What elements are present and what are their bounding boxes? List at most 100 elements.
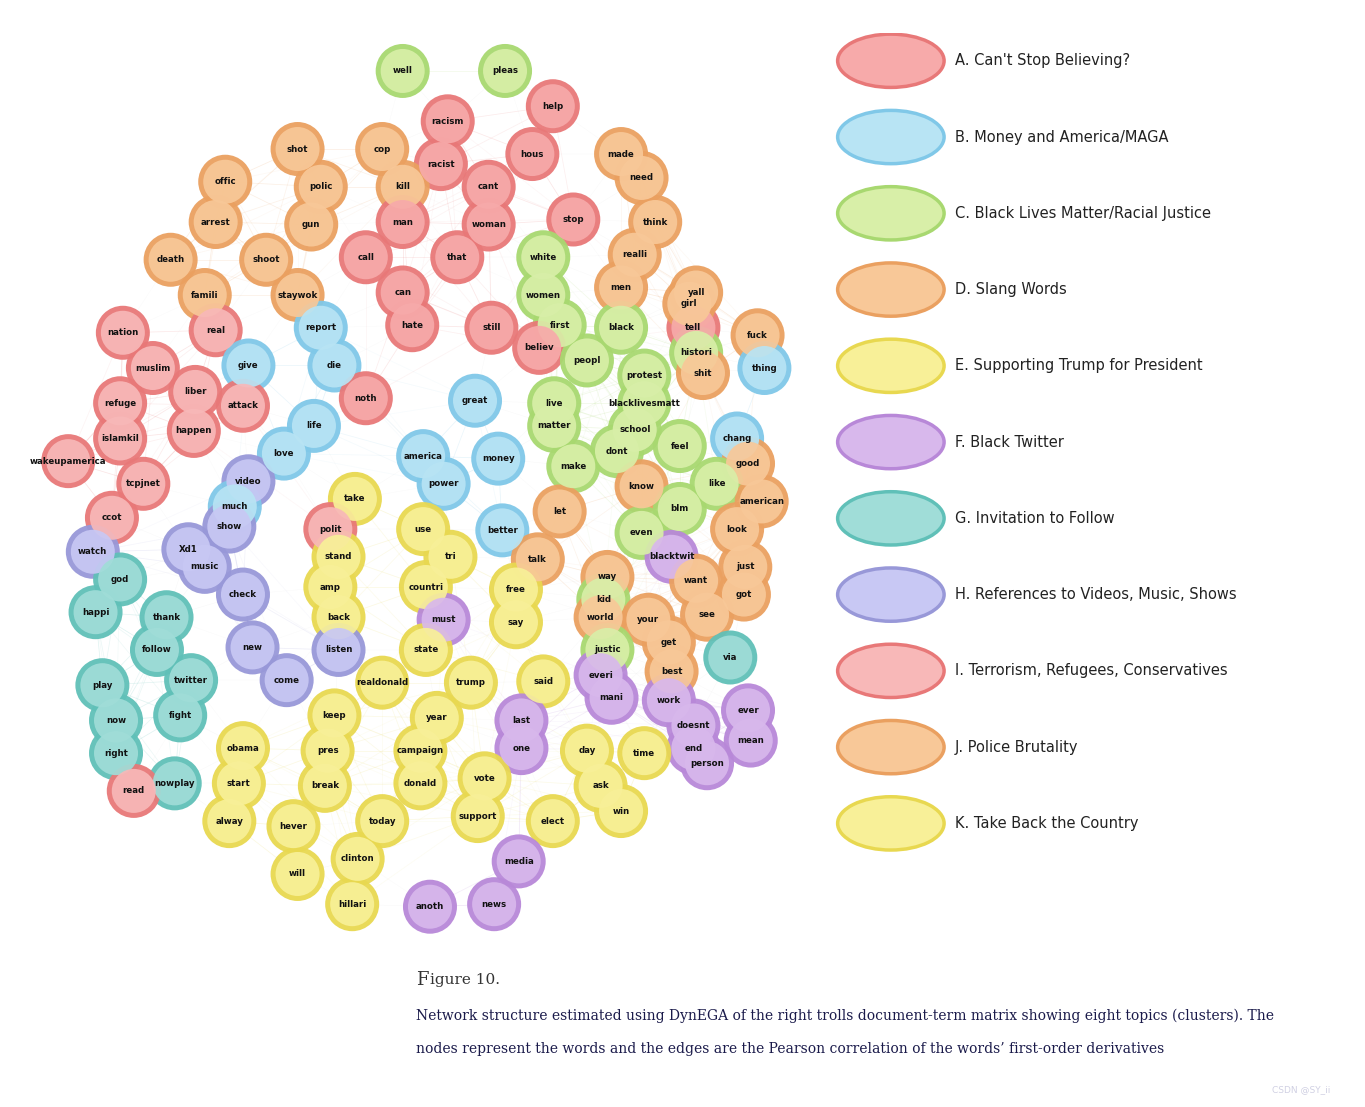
Ellipse shape — [627, 598, 670, 642]
Ellipse shape — [666, 699, 721, 753]
Ellipse shape — [838, 187, 945, 240]
Text: music: music — [191, 562, 218, 571]
Text: muslim: muslim — [135, 363, 171, 373]
Ellipse shape — [375, 159, 430, 214]
Ellipse shape — [207, 799, 251, 844]
Ellipse shape — [685, 592, 729, 637]
Ellipse shape — [622, 353, 666, 397]
Text: play: play — [93, 681, 112, 690]
Ellipse shape — [390, 303, 434, 348]
Ellipse shape — [94, 699, 138, 743]
Ellipse shape — [167, 404, 221, 458]
Ellipse shape — [311, 530, 366, 583]
Ellipse shape — [375, 266, 430, 320]
Ellipse shape — [527, 376, 581, 431]
Ellipse shape — [75, 659, 130, 712]
Text: need: need — [629, 174, 654, 183]
Text: campaign: campaign — [397, 746, 444, 755]
Ellipse shape — [489, 596, 543, 649]
Ellipse shape — [546, 439, 601, 494]
Text: come: come — [273, 675, 300, 684]
Text: hillari: hillari — [339, 900, 366, 909]
Text: american: american — [740, 497, 784, 506]
Text: igure 10.: igure 10. — [430, 973, 500, 986]
Text: realli: realli — [622, 250, 647, 259]
Text: pres: pres — [317, 746, 339, 755]
Ellipse shape — [106, 764, 161, 818]
Text: death: death — [157, 256, 184, 265]
Ellipse shape — [311, 623, 366, 677]
Ellipse shape — [644, 530, 699, 583]
Ellipse shape — [590, 675, 633, 720]
Text: thing: thing — [752, 363, 777, 373]
Ellipse shape — [546, 193, 601, 247]
Ellipse shape — [375, 195, 430, 249]
Ellipse shape — [531, 84, 575, 128]
Text: Xd1: Xd1 — [179, 545, 198, 554]
Ellipse shape — [838, 644, 945, 697]
Ellipse shape — [101, 311, 145, 354]
Text: time: time — [633, 748, 655, 757]
Ellipse shape — [360, 661, 404, 705]
Text: love: love — [273, 449, 295, 458]
Ellipse shape — [538, 489, 581, 534]
Ellipse shape — [307, 339, 362, 393]
Text: kill: kill — [396, 183, 410, 192]
Text: stop: stop — [562, 215, 584, 224]
Text: make: make — [560, 462, 587, 470]
Ellipse shape — [579, 596, 622, 639]
Text: win: win — [613, 807, 629, 816]
Ellipse shape — [177, 540, 232, 593]
Ellipse shape — [642, 615, 696, 670]
Ellipse shape — [633, 200, 677, 244]
Ellipse shape — [403, 880, 457, 933]
Ellipse shape — [516, 268, 571, 322]
Ellipse shape — [726, 442, 770, 486]
Text: dont: dont — [606, 446, 628, 456]
Text: mean: mean — [737, 736, 764, 745]
Text: pleas: pleas — [491, 66, 519, 75]
Ellipse shape — [538, 303, 581, 348]
Text: blacklivesmatt: blacklivesmatt — [609, 399, 680, 407]
Ellipse shape — [89, 726, 143, 780]
Text: shot: shot — [287, 145, 308, 154]
Ellipse shape — [838, 721, 945, 774]
Ellipse shape — [308, 507, 352, 551]
Text: I. Terrorism, Refugees, Conservatives: I. Terrorism, Refugees, Conservatives — [954, 663, 1227, 679]
Ellipse shape — [423, 530, 478, 583]
Ellipse shape — [491, 835, 546, 889]
Ellipse shape — [622, 731, 666, 775]
Text: see: see — [699, 610, 715, 619]
Ellipse shape — [594, 260, 648, 314]
Text: ccot: ccot — [101, 514, 123, 523]
Ellipse shape — [177, 268, 232, 322]
Ellipse shape — [483, 49, 527, 93]
Ellipse shape — [658, 424, 702, 468]
Ellipse shape — [221, 454, 276, 508]
Ellipse shape — [594, 127, 648, 182]
Text: can: can — [394, 288, 411, 297]
Text: fuck: fuck — [747, 331, 768, 340]
Ellipse shape — [467, 877, 521, 931]
Ellipse shape — [416, 457, 471, 510]
Ellipse shape — [90, 496, 134, 540]
Ellipse shape — [131, 346, 175, 390]
Ellipse shape — [838, 568, 945, 621]
Ellipse shape — [532, 381, 576, 425]
Ellipse shape — [265, 659, 308, 702]
Text: that: that — [448, 252, 467, 261]
Ellipse shape — [652, 420, 707, 473]
Text: one: one — [512, 744, 531, 753]
Text: clinton: clinton — [341, 855, 374, 863]
Ellipse shape — [729, 718, 773, 763]
Text: stand: stand — [325, 552, 352, 561]
Ellipse shape — [419, 142, 463, 186]
Ellipse shape — [399, 560, 453, 614]
Ellipse shape — [399, 623, 453, 677]
Text: must: must — [431, 615, 456, 624]
Ellipse shape — [360, 799, 404, 844]
Ellipse shape — [584, 671, 639, 725]
Ellipse shape — [613, 232, 657, 277]
Ellipse shape — [426, 100, 470, 143]
Ellipse shape — [216, 721, 270, 775]
